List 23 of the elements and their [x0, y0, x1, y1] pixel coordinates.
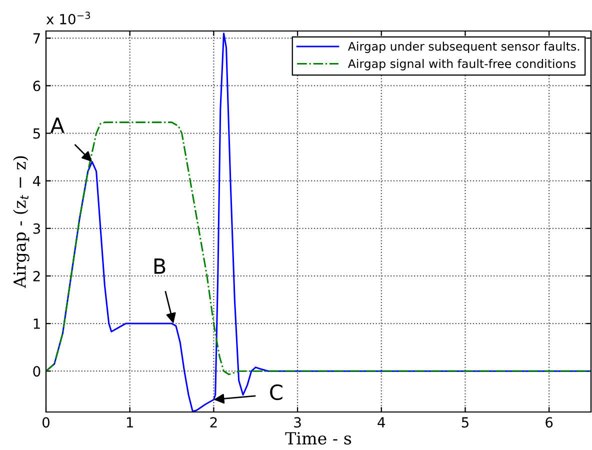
- y-tick-label: 2: [33, 270, 40, 282]
- y-tick-label: 5: [33, 128, 40, 139]
- x-tick-label: 2: [210, 417, 217, 428]
- annotation: C: [270, 384, 282, 400]
- legend-label: Airgap signal with fault-free conditions: [348, 58, 576, 70]
- y-tick-label: 7: [33, 33, 40, 44]
- y-tick-label: 6: [33, 80, 40, 92]
- annotation: B: [154, 258, 166, 274]
- x-tick-label: 3: [294, 417, 301, 428]
- y-tick-label: 0: [33, 366, 40, 377]
- y-tick-label: 1: [34, 318, 40, 329]
- x-tick-label: 0: [42, 417, 50, 428]
- legend-label: Airgap under subsequent sensor faults.: [348, 42, 580, 54]
- x-tick-label: 4: [378, 417, 386, 428]
- y-axis-title: Airgap - (z$_{t}$ − z): [13, 156, 30, 288]
- annotation: A: [50, 118, 64, 133]
- x-tick-label: 5: [462, 417, 468, 428]
- y-tick-label: 4: [32, 176, 40, 186]
- x-axis-title: Time - s: [285, 432, 352, 445]
- x-tick-label: 6: [546, 417, 553, 428]
- y-tick-label: 3: [33, 223, 40, 234]
- text: x 10$^{−3}$: [46, 12, 90, 24]
- x-tick-label: 1: [126, 417, 133, 428]
